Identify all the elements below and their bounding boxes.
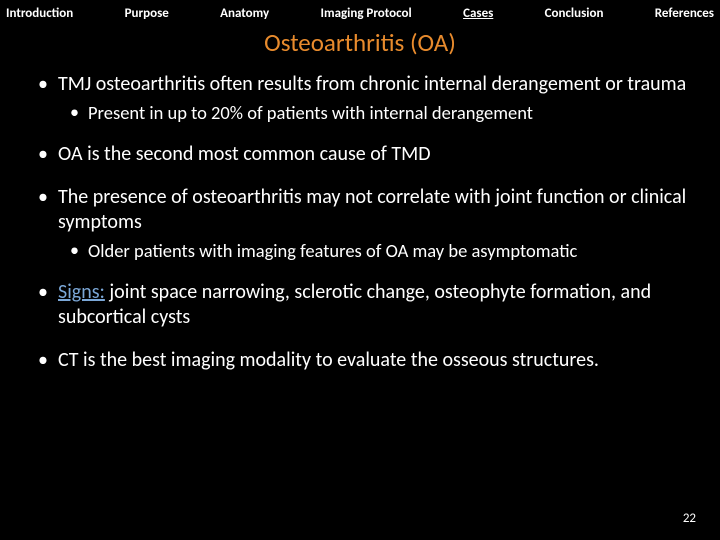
bullet-item: The presence of osteoarthritis may not c… <box>32 185 688 262</box>
nav-bar: Introduction Purpose Anatomy Imaging Pro… <box>0 0 720 21</box>
sub-bullet-item: Older patients with imaging features of … <box>58 239 688 262</box>
bullet-list: TMJ osteoarthritis often results from ch… <box>32 72 688 373</box>
nav-anatomy[interactable]: Anatomy <box>218 6 271 21</box>
bullet-item: CT is the best imaging modality to evalu… <box>32 348 688 373</box>
sub-list: Older patients with imaging features of … <box>58 239 688 262</box>
bullet-text: TMJ osteoarthritis often results from ch… <box>58 72 686 96</box>
signs-rest: joint space narrowing, sclerotic change,… <box>58 280 651 329</box>
nav-conclusion[interactable]: Conclusion <box>543 6 606 21</box>
slide-content: TMJ osteoarthritis often results from ch… <box>0 72 720 373</box>
bullet-text: CT is the best imaging modality to evalu… <box>58 348 599 372</box>
bullet-text: OA is the second most common cause of TM… <box>58 142 431 166</box>
nav-cases[interactable]: Cases <box>461 6 495 21</box>
nav-references[interactable]: References <box>653 6 716 21</box>
signs-label: Signs: <box>58 280 105 304</box>
nav-imaging-protocol[interactable]: Imaging Protocol <box>319 6 414 21</box>
sub-list: Present in up to 20% of patients with in… <box>58 101 688 124</box>
bullet-item: TMJ osteoarthritis often results from ch… <box>32 72 688 124</box>
bullet-item: OA is the second most common cause of TM… <box>32 142 688 167</box>
bullet-item: Signs: joint space narrowing, sclerotic … <box>32 280 688 330</box>
bullet-text: The presence of osteoarthritis may not c… <box>58 185 686 234</box>
page-number: 22 <box>683 511 696 526</box>
sub-bullet-item: Present in up to 20% of patients with in… <box>58 101 688 124</box>
slide-title: Osteoarthritis (OA) <box>0 27 720 58</box>
nav-introduction[interactable]: Introduction <box>4 6 75 21</box>
nav-purpose[interactable]: Purpose <box>123 6 171 21</box>
